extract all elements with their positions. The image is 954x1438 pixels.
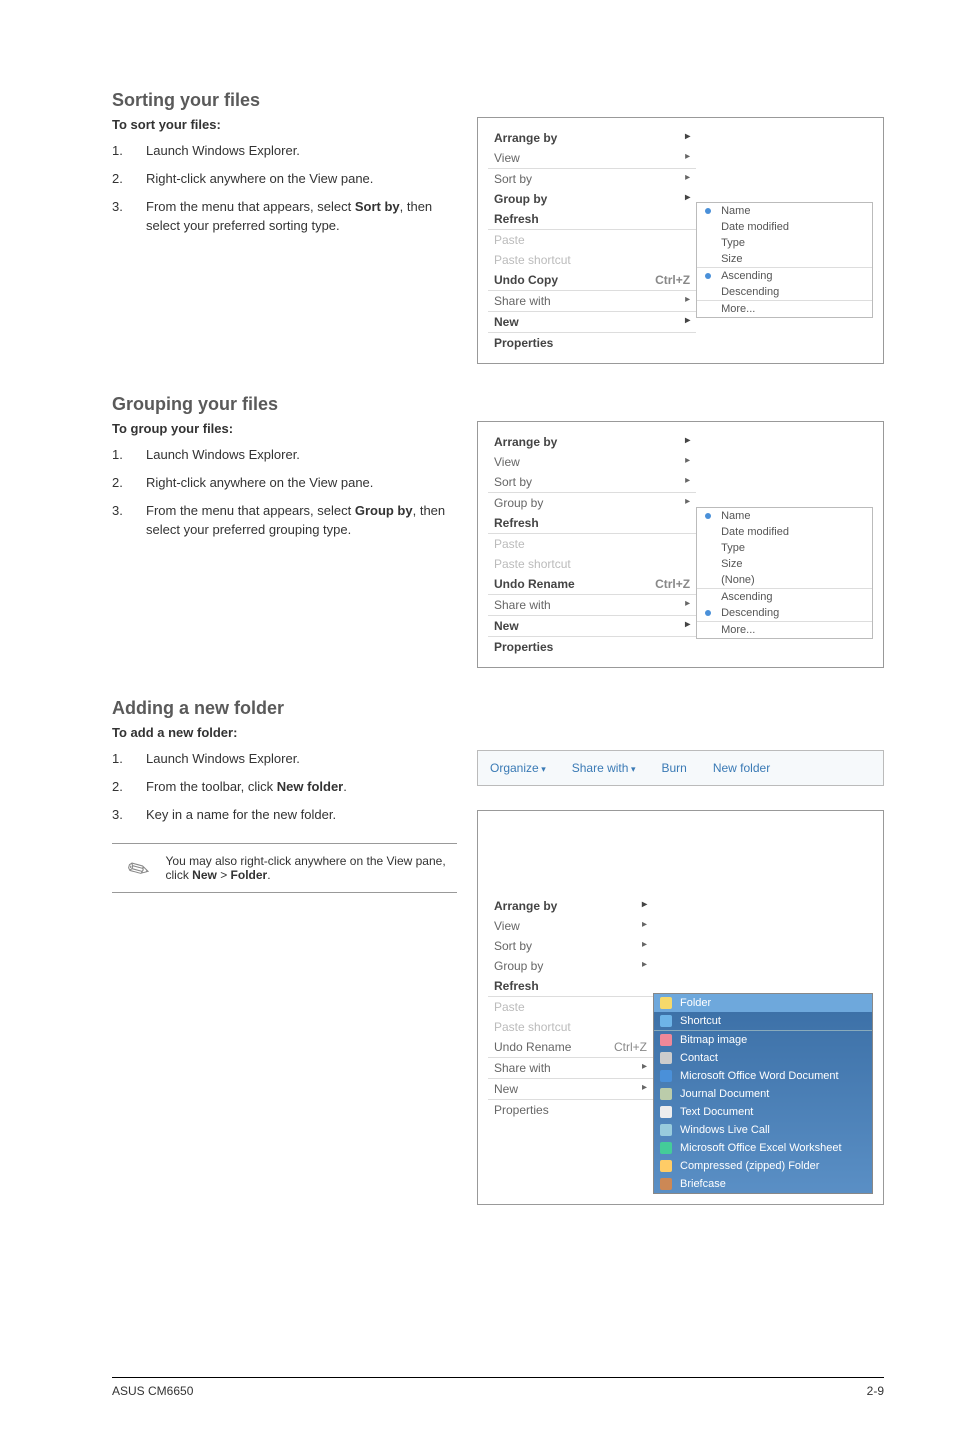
add-steps: Launch Windows Explorer. From the toolba… [112, 750, 457, 825]
sort-step-1: Launch Windows Explorer. [146, 142, 300, 160]
footer-left: ASUS CM6650 [112, 1384, 193, 1398]
note-text: You may also right-click anywhere on the… [166, 854, 458, 882]
group-step-1: Launch Windows Explorer. [146, 446, 300, 464]
sort-subhead: To sort your files: [112, 117, 457, 132]
toolbar-organize[interactable]: Organize [490, 761, 546, 775]
sort-heading: Sorting your files [112, 90, 884, 111]
add-heading: Adding a new folder [112, 698, 884, 719]
group-step-3: From the menu that appears, select Group… [146, 502, 457, 538]
pen-icon: ✎ [122, 849, 156, 883]
new-context-menu: Arrange by▸ View▸ Sort by▸ Group by▸ Ref… [477, 810, 884, 1205]
group-subhead: To group your files: [112, 421, 457, 436]
add-subhead: To add a new folder: [112, 725, 884, 740]
toolbar-burn[interactable]: Burn [661, 761, 686, 775]
toolbar-newfolder[interactable]: New folder [713, 761, 770, 775]
add-step-1: Launch Windows Explorer. [146, 750, 300, 768]
group-context-menu: Arrange by▸ View▸ Sort by▸ Group by▸ Ref… [477, 421, 884, 668]
footer-right: 2-9 [867, 1384, 884, 1398]
add-step-2: From the toolbar, click New folder. [146, 778, 347, 796]
explorer-toolbar: Organize Share with Burn New folder [477, 750, 884, 786]
sort-step-3: From the menu that appears, select Sort … [146, 198, 457, 234]
add-step-3: Key in a name for the new folder. [146, 806, 336, 824]
new-submenu: Folder Shortcut Bitmap image Contact Mic… [653, 993, 873, 1194]
group-heading: Grouping your files [112, 394, 884, 415]
sort-context-menu: Arrange by▸ View▸ Sort by▸ Group by▸ Ref… [477, 117, 884, 364]
sort-steps: Launch Windows Explorer. Right-click any… [112, 142, 457, 235]
toolbar-sharewith[interactable]: Share with [572, 761, 636, 775]
tip-note: ✎ You may also right-click anywhere on t… [112, 843, 457, 893]
group-steps: Launch Windows Explorer. Right-click any… [112, 446, 457, 539]
group-step-2: Right-click anywhere on the View pane. [146, 474, 373, 492]
sort-step-2: Right-click anywhere on the View pane. [146, 170, 373, 188]
